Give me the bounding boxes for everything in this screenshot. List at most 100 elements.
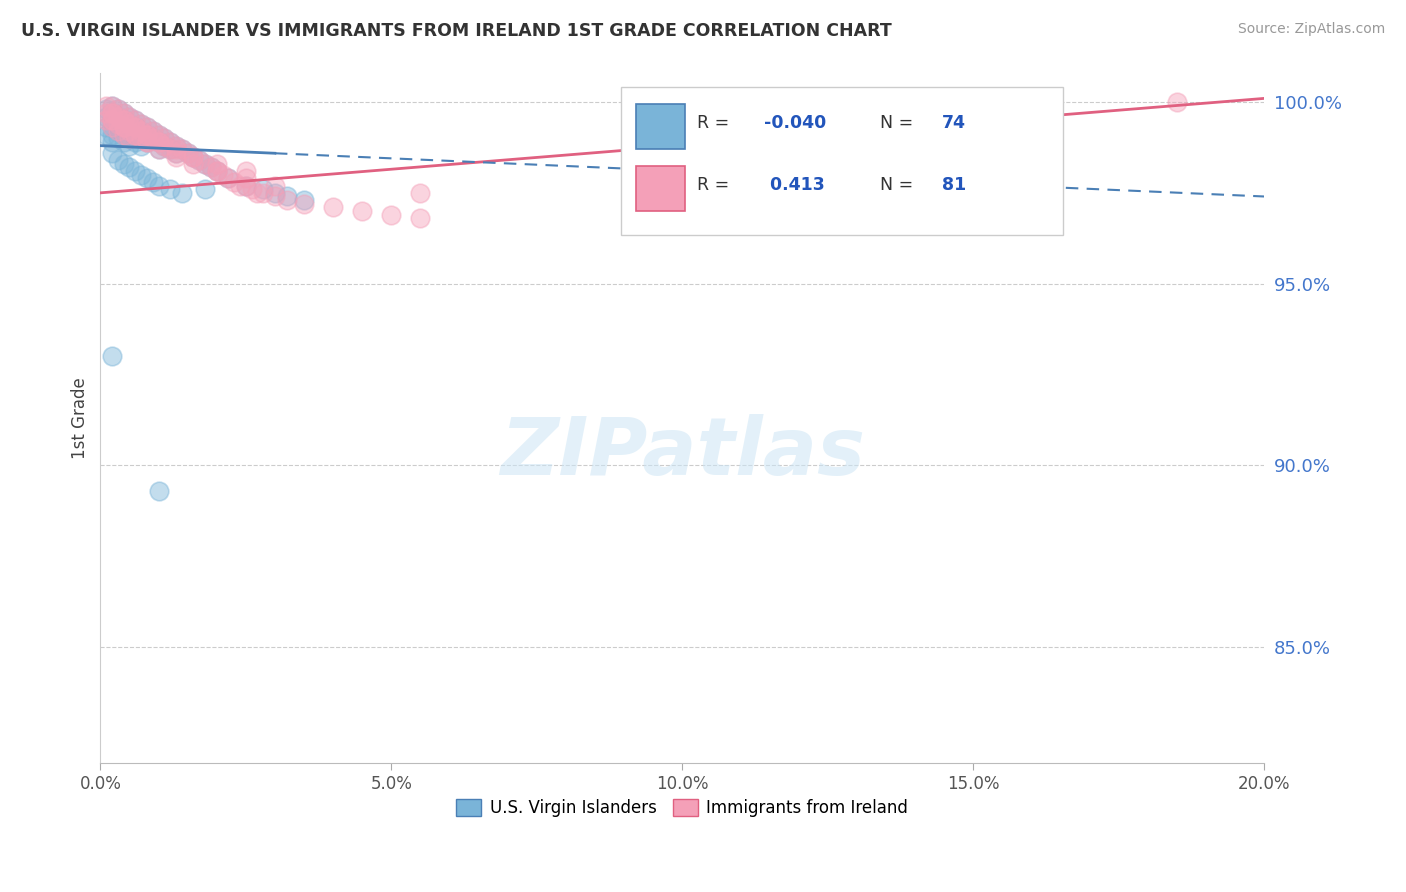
- Point: [107, 117, 129, 131]
- Point: [135, 120, 157, 135]
- Point: [148, 142, 170, 156]
- Point: [142, 124, 165, 138]
- Point: [101, 128, 124, 142]
- Point: [101, 145, 124, 160]
- Point: [183, 149, 205, 163]
- Point: [96, 113, 118, 128]
- Point: [165, 149, 187, 163]
- Point: [176, 145, 198, 160]
- Point: [148, 483, 170, 498]
- Point: [107, 103, 129, 117]
- Point: [252, 182, 274, 196]
- Text: R =: R =: [697, 114, 735, 132]
- Point: [101, 349, 124, 363]
- Point: [124, 128, 146, 142]
- Y-axis label: 1st Grade: 1st Grade: [72, 377, 89, 458]
- Bar: [636, 166, 685, 211]
- Point: [101, 98, 124, 112]
- Point: [107, 124, 129, 138]
- Text: N =: N =: [880, 114, 918, 132]
- Point: [159, 135, 181, 149]
- Point: [107, 117, 129, 131]
- Point: [188, 153, 211, 168]
- Point: [252, 186, 274, 200]
- Point: [194, 182, 217, 196]
- Point: [217, 171, 239, 186]
- Point: [165, 138, 187, 153]
- Point: [112, 113, 135, 128]
- Point: [101, 106, 124, 120]
- Point: [159, 142, 181, 156]
- Point: [124, 128, 146, 142]
- Point: [240, 182, 263, 196]
- Point: [96, 98, 118, 112]
- Point: [118, 124, 141, 138]
- Point: [194, 157, 217, 171]
- Point: [352, 204, 374, 219]
- Point: [135, 135, 157, 149]
- Point: [142, 124, 165, 138]
- Point: [176, 145, 198, 160]
- Text: Source: ZipAtlas.com: Source: ZipAtlas.com: [1237, 22, 1385, 37]
- Point: [153, 131, 176, 145]
- Point: [129, 131, 152, 145]
- Point: [112, 135, 135, 149]
- Point: [107, 110, 129, 124]
- Point: [246, 186, 269, 200]
- Point: [118, 117, 141, 131]
- Point: [380, 208, 402, 222]
- Point: [264, 186, 287, 200]
- Point: [107, 110, 129, 124]
- Point: [112, 106, 135, 120]
- Point: [194, 157, 217, 171]
- Point: [135, 128, 157, 142]
- Point: [165, 145, 187, 160]
- Point: [124, 135, 146, 149]
- Legend: U.S. Virgin Islanders, Immigrants from Ireland: U.S. Virgin Islanders, Immigrants from I…: [450, 792, 915, 824]
- Point: [264, 189, 287, 203]
- Point: [112, 120, 135, 135]
- Point: [96, 120, 118, 135]
- Point: [235, 178, 257, 193]
- Point: [112, 106, 135, 120]
- Point: [264, 178, 287, 193]
- Point: [183, 157, 205, 171]
- Point: [135, 120, 157, 135]
- Point: [101, 113, 124, 128]
- Point: [409, 211, 432, 226]
- Point: [124, 113, 146, 128]
- Point: [124, 120, 146, 135]
- Point: [129, 168, 152, 182]
- Point: [96, 128, 118, 142]
- Point: [118, 124, 141, 138]
- Point: [101, 106, 124, 120]
- Point: [101, 120, 124, 135]
- Point: [409, 186, 432, 200]
- Point: [142, 175, 165, 189]
- Point: [170, 186, 193, 200]
- Point: [124, 113, 146, 128]
- Text: 81: 81: [942, 177, 966, 194]
- Point: [124, 164, 146, 178]
- Point: [129, 138, 152, 153]
- Point: [183, 149, 205, 163]
- Point: [107, 124, 129, 138]
- Point: [165, 138, 187, 153]
- Point: [124, 120, 146, 135]
- Point: [153, 138, 176, 153]
- Point: [101, 98, 124, 112]
- Point: [118, 161, 141, 175]
- Point: [276, 189, 298, 203]
- Point: [159, 142, 181, 156]
- Point: [129, 131, 152, 145]
- Text: ZIPatlas: ZIPatlas: [499, 414, 865, 491]
- Point: [96, 110, 118, 124]
- Point: [118, 117, 141, 131]
- Point: [159, 135, 181, 149]
- Point: [292, 196, 315, 211]
- Point: [101, 120, 124, 135]
- Point: [112, 128, 135, 142]
- Point: [135, 171, 157, 186]
- Point: [96, 106, 118, 120]
- Point: [142, 131, 165, 145]
